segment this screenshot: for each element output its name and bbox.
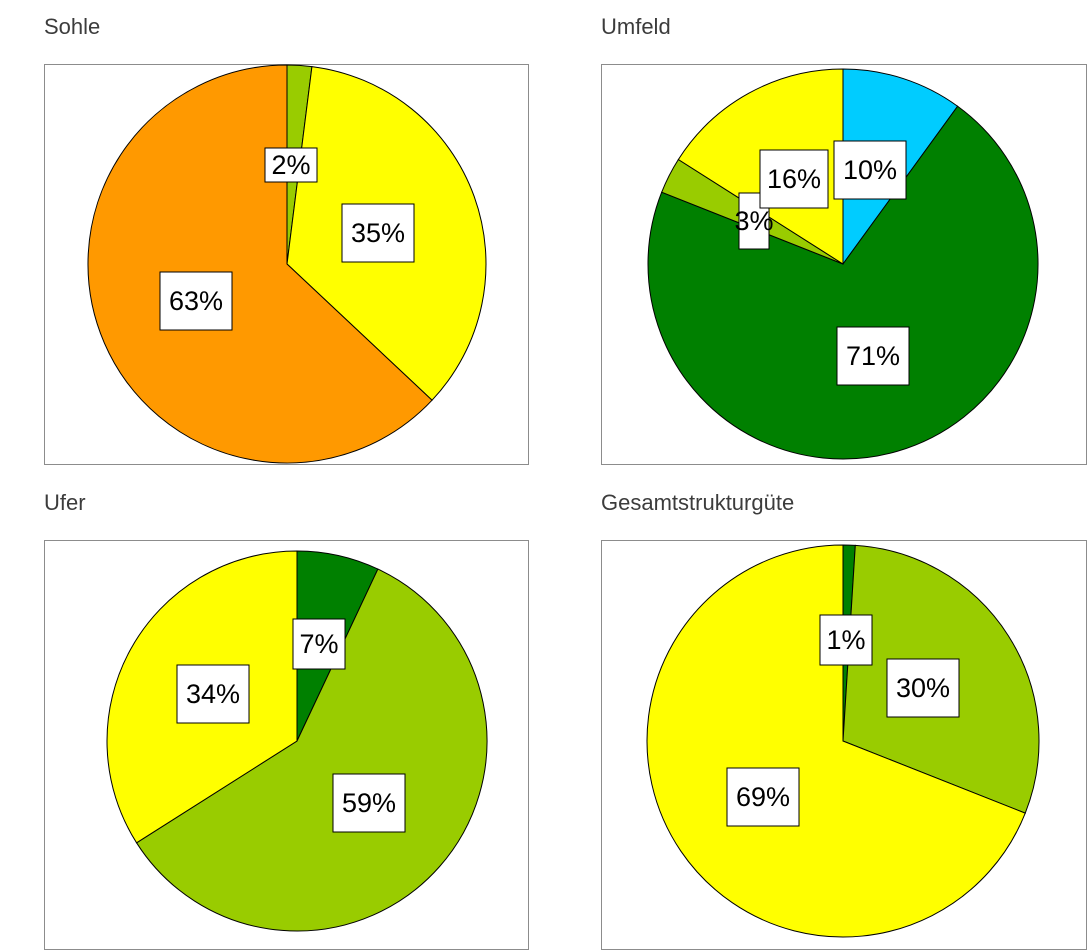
data-label-sohle-0: 2%	[271, 150, 310, 180]
data-label-ufer-2: 34%	[186, 679, 240, 709]
data-label-umfeld-3: 16%	[767, 164, 821, 194]
data-label-sohle-1: 35%	[351, 218, 405, 248]
data-label-umfeld-0: 10%	[843, 155, 897, 185]
data-label-ufer-1: 59%	[342, 788, 396, 818]
pie-slice-sohle-2	[87, 64, 433, 464]
pie-slice-ufer-1	[135, 568, 488, 932]
data-label-box-gesamtstrukturguete-2	[726, 767, 800, 827]
data-label-box-sohle-1	[341, 203, 415, 263]
data-label-gesamtstrukturguete-2: 69%	[736, 782, 790, 812]
data-label-box-umfeld-0	[833, 140, 907, 200]
data-label-box-gesamtstrukturguete-1	[886, 658, 960, 718]
data-label-box-gesamtstrukturguete-0	[819, 614, 873, 666]
data-label-box-sohle-0	[264, 147, 318, 183]
data-label-gesamtstrukturguete-1: 30%	[896, 673, 950, 703]
data-label-sohle-2: 63%	[169, 286, 223, 316]
chart-title-umfeld: Umfeld	[601, 14, 671, 39]
data-label-box-umfeld-1	[836, 326, 910, 386]
data-label-box-umfeld-3	[759, 149, 829, 209]
data-label-umfeld-1: 71%	[846, 341, 900, 371]
data-label-box-ufer-0	[292, 618, 346, 670]
chart-title-gesamtstrukturguete: Gesamtstrukturgüte	[601, 490, 795, 515]
pie-slice-umfeld-1	[647, 105, 1039, 460]
data-label-ufer-0: 7%	[299, 629, 338, 659]
pie-slice-gesamtstrukturguete-2	[646, 544, 1026, 938]
data-label-gesamtstrukturguete-0: 1%	[826, 625, 865, 655]
data-label-box-ufer-1	[332, 773, 406, 833]
data-label-box-sohle-2	[159, 271, 233, 331]
chart-title-ufer: Ufer	[44, 490, 86, 515]
data-label-box-ufer-2	[176, 664, 250, 724]
data-label-umfeld-2: 3%	[734, 206, 773, 236]
chart-title-sohle: Sohle	[44, 14, 101, 39]
